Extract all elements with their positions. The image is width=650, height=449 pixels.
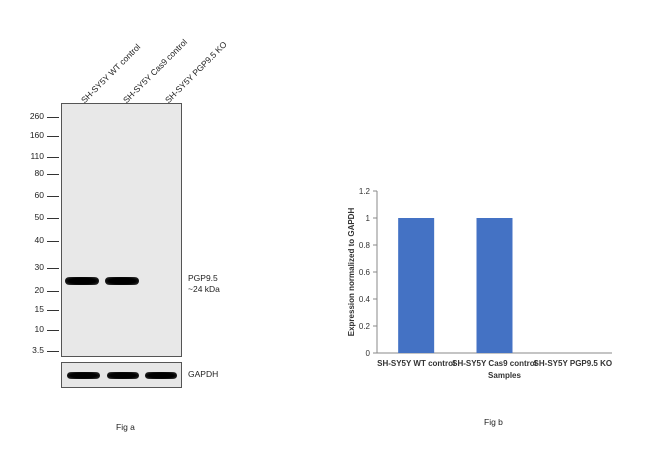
bar [398,218,435,353]
marker-label: 260 [29,111,44,121]
marker-tick [47,241,59,242]
band-pgp95-cas9 [105,277,139,285]
marker-label: 50 [34,212,44,222]
x-category-label: SH-SY5Y WT control [377,359,455,368]
blot-membrane [61,103,182,357]
y-tick-label: 0.6 [359,268,371,277]
marker-label: 40 [34,235,44,245]
y-tick-label: 0 [366,349,371,358]
y-tick-label: 0.2 [359,322,371,331]
marker-tick [47,117,59,118]
loading-control-label: GAPDH [188,369,219,379]
marker-label: 110 [30,151,44,161]
marker-label: 20 [34,285,44,295]
x-category-label: SH-SY5Y PGP9.5 KO [534,359,613,368]
marker-label: 160 [29,130,44,140]
x-category-label: SH-SY5Y Cas9 control [452,359,537,368]
marker-label: 15 [34,304,44,314]
marker-tick [47,196,59,197]
fig-b-caption: Fig b [484,417,503,427]
band-label-protein: PGP9.5 [188,273,218,283]
marker-tick [47,310,59,311]
marker-label: 80 [34,168,44,178]
marker-label: 10 [34,324,44,334]
gapdh-blot-membrane [61,362,182,388]
y-tick-label: 0.8 [359,241,371,250]
band-label-size: ~24 kDa [188,284,220,294]
marker-label: 3.5 [32,345,44,355]
band-label: PGP9.5 ~24 kDa [188,273,220,295]
marker-tick [47,218,59,219]
band-pgp95-wt [65,277,99,285]
marker-tick [47,136,59,137]
x-axis-title: Samples [488,371,521,380]
marker-label: 60 [34,190,44,200]
bar [476,218,513,353]
marker-tick [47,291,59,292]
fig-a-caption: Fig a [116,422,135,432]
marker-tick [47,157,59,158]
band-gapdh-ko [145,372,177,379]
band-gapdh-cas9 [107,372,139,379]
y-tick-label: 0.4 [359,295,371,304]
y-tick-label: 1.2 [359,187,371,196]
marker-tick [47,351,59,352]
y-tick-label: 1 [366,214,371,223]
y-axis-title: Expression normalized to GAPDH [347,208,356,337]
band-gapdh-wt [67,372,100,379]
marker-tick [47,268,59,269]
marker-label: 30 [34,262,44,272]
marker-tick [47,174,59,175]
marker-tick [47,330,59,331]
